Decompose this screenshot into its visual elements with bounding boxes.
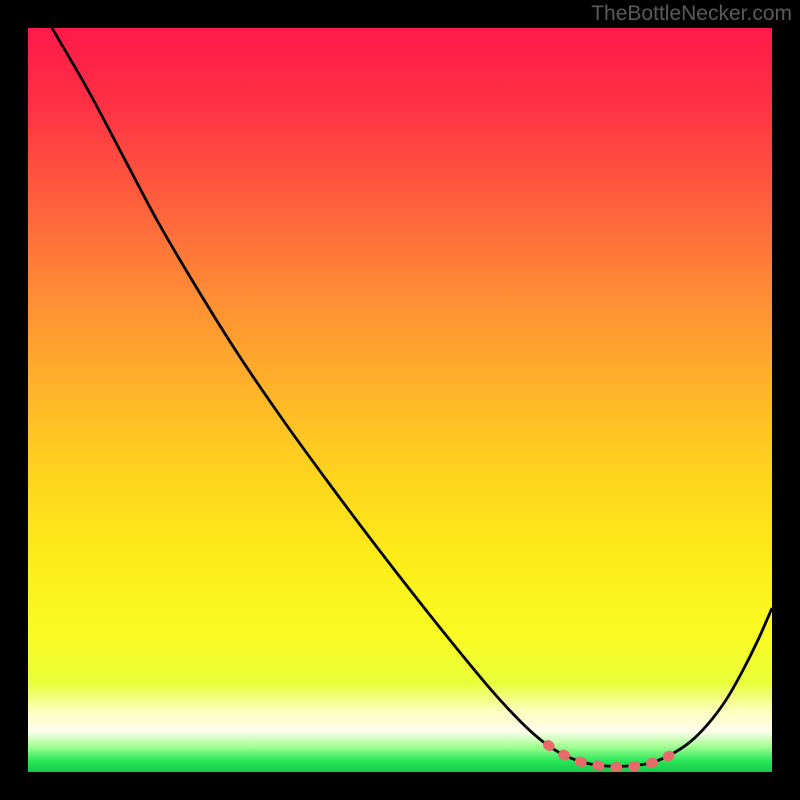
watermark-text: TheBottleNecker.com <box>591 2 792 26</box>
main-curve <box>52 28 772 766</box>
plot-area <box>28 28 772 772</box>
curve-layer <box>28 28 772 772</box>
highlight-segment <box>548 745 678 767</box>
